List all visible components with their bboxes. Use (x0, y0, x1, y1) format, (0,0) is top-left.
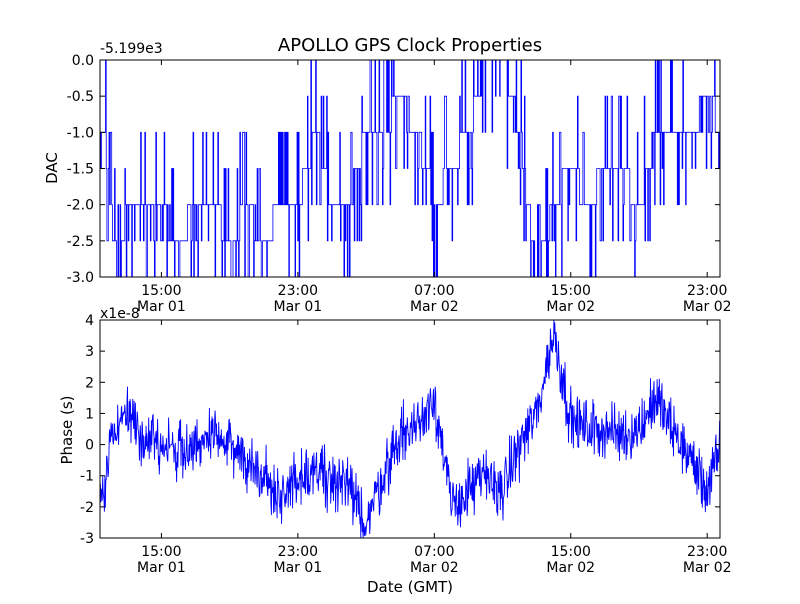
phase-ytick-label: 4 (85, 313, 94, 329)
dac-ytick-label: -0.5 (67, 89, 94, 105)
dac-xtick-date-label: Mar 01 (137, 299, 186, 315)
dac-series-line (100, 60, 720, 277)
phase-xtick-time-label: 07:00 (414, 544, 454, 560)
phase-ylabel: Phase (s) (58, 395, 76, 464)
dac-xtick-time-label: 07:00 (414, 283, 454, 299)
phase-xtick-date-label: Mar 02 (683, 560, 732, 576)
dac-ylabel: DAC (43, 152, 61, 184)
phase-xtick-time-label: 15:00 (551, 544, 591, 560)
dac-ytick-label: -2.5 (67, 234, 94, 250)
dac-xtick-date-label: Mar 01 (274, 299, 323, 315)
phase-xtick-time-label: 23:00 (278, 544, 318, 560)
dac-ytick-label: -1.5 (67, 162, 94, 178)
phase-xtick-time-label: 15:00 (141, 544, 181, 560)
phase-series-line (100, 320, 720, 538)
dac-xtick-time-label: 23:00 (278, 283, 318, 299)
phase-ytick-label: 3 (85, 344, 94, 360)
dac-xtick-time-label: 15:00 (141, 283, 181, 299)
phase-xtick-date-label: Mar 01 (137, 560, 186, 576)
phase-ytick-label: 2 (85, 375, 94, 391)
phase-ytick-label: 0 (85, 438, 94, 454)
dac-xtick-time-label: 15:00 (551, 283, 591, 299)
phase-xtick-time-label: 23:00 (687, 544, 727, 560)
dac-offset-label: -5.199e3 (100, 41, 163, 57)
phase-ytick-label: -3 (80, 531, 94, 547)
dac-ytick-label: 0.0 (72, 53, 94, 69)
dac-xtick-time-label: 23:00 (687, 283, 727, 299)
phase-axes-frame (99, 319, 721, 539)
phase-offset-label: x1e-8 (100, 306, 140, 322)
dac-ytick-label: -3.0 (67, 270, 94, 286)
phase-xtick-date-label: Mar 01 (274, 560, 323, 576)
phase-ytick-label: -1 (80, 469, 94, 485)
phase-ytick-label: -2 (80, 500, 94, 516)
phase-xtick-date-label: Mar 02 (546, 560, 595, 576)
phase-xtick-date-label: Mar 02 (410, 560, 459, 576)
dac-xtick-date-label: Mar 02 (546, 299, 595, 315)
x-axis-label: Date (GMT) (367, 578, 453, 596)
chart-title: APOLLO GPS Clock Properties (278, 35, 542, 56)
dac-ytick-label: -1.0 (67, 125, 94, 141)
dac-xtick-date-label: Mar 02 (410, 299, 459, 315)
dac-ytick-label: -2.0 (67, 198, 94, 214)
dac-xtick-date-label: Mar 02 (683, 299, 732, 315)
dac-plot: -5.199e3 DAC -3.0 -2.5 -2.0 -1.5 -1.0 -0.5 0.0… (43, 41, 732, 315)
phase-ytick-label: 1 (85, 406, 94, 422)
